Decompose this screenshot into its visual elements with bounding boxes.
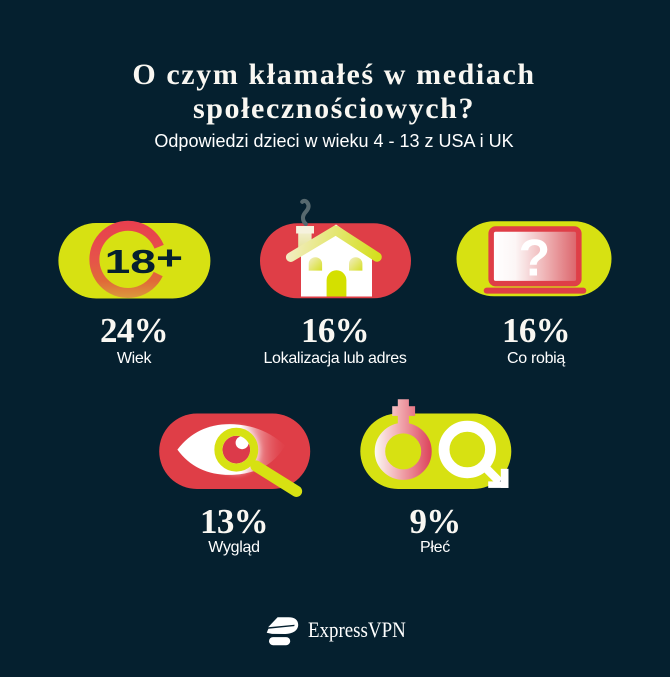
svg-text:18+: 18+ bbox=[105, 238, 183, 280]
svg-text:?: ? bbox=[519, 230, 551, 288]
